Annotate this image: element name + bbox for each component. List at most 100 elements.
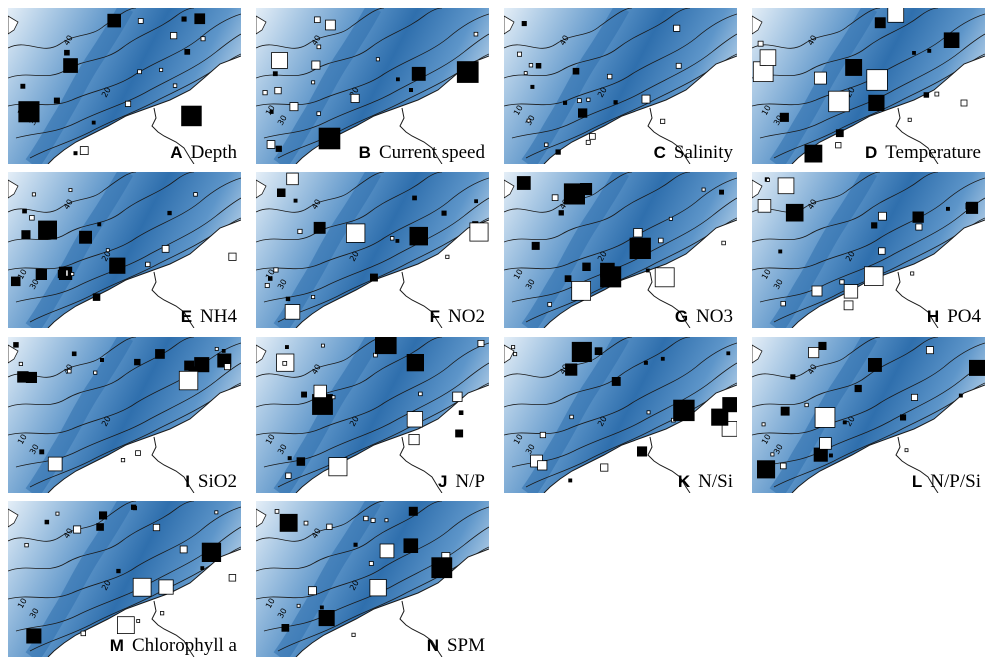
negative-marker xyxy=(878,247,886,255)
contour-label: 20 xyxy=(596,415,609,428)
positive-marker xyxy=(53,97,60,104)
negative-marker xyxy=(839,279,845,285)
depth-contour xyxy=(504,342,737,436)
river xyxy=(151,436,195,493)
negative-marker xyxy=(67,368,72,374)
negative-marker xyxy=(105,248,110,253)
sea-area xyxy=(256,172,489,328)
land-area xyxy=(544,220,737,328)
negative-marker xyxy=(757,40,764,47)
positive-marker xyxy=(558,210,564,216)
negative-marker xyxy=(528,63,534,68)
negative-marker xyxy=(136,619,141,623)
negative-marker xyxy=(313,384,327,399)
negative-marker xyxy=(934,91,940,97)
negative-marker xyxy=(135,450,141,456)
coastline xyxy=(47,548,241,657)
negative-marker xyxy=(262,90,268,96)
positive-marker xyxy=(279,513,298,532)
depth-contour xyxy=(256,506,489,600)
depth-contour xyxy=(8,337,195,408)
negative-marker xyxy=(673,24,681,32)
panel-caption: L N/P/Si xyxy=(912,471,981,493)
contour-label: 20 xyxy=(844,415,857,428)
negative-marker xyxy=(314,16,321,23)
river xyxy=(895,271,939,328)
positive-marker xyxy=(719,189,724,195)
depth-contour xyxy=(256,8,443,79)
negative-marker xyxy=(178,370,199,391)
land-area xyxy=(48,220,241,328)
coastline xyxy=(791,384,985,493)
deep-channel xyxy=(273,172,381,328)
negative-marker xyxy=(516,51,522,57)
panel-letter: L xyxy=(911,472,923,491)
negative-marker xyxy=(363,515,369,522)
negative-marker xyxy=(228,574,237,582)
positive-marker xyxy=(318,610,335,627)
map-panel: 40 30 20 10 M Chlorophyll a xyxy=(8,501,241,657)
negative-marker xyxy=(375,57,380,62)
negative-marker xyxy=(904,448,909,453)
negative-marker xyxy=(273,267,279,273)
positive-marker xyxy=(411,66,426,81)
positive-marker xyxy=(57,269,67,279)
positive-marker xyxy=(39,449,45,455)
negative-marker xyxy=(311,60,321,70)
contour-label: 20 xyxy=(348,579,361,592)
negative-marker xyxy=(887,8,905,23)
positive-marker xyxy=(276,188,286,197)
positive-marker xyxy=(673,399,695,422)
positive-marker xyxy=(726,351,731,356)
negative-marker xyxy=(607,73,613,80)
positive-marker xyxy=(313,221,326,234)
negative-marker xyxy=(539,431,547,439)
positive-marker xyxy=(38,220,58,240)
negative-marker xyxy=(537,460,548,471)
panel-letter: F xyxy=(429,307,441,326)
negative-marker xyxy=(325,19,336,31)
positive-marker xyxy=(711,408,729,426)
negative-marker xyxy=(193,192,198,197)
positive-marker xyxy=(868,357,882,372)
positive-marker xyxy=(835,129,844,138)
positive-marker xyxy=(780,406,790,416)
contour-label: 40 xyxy=(310,527,323,540)
northern-land xyxy=(752,344,763,364)
northern-land xyxy=(752,179,763,199)
depth-contour xyxy=(8,506,241,600)
positive-marker xyxy=(44,519,50,525)
sea-area xyxy=(504,8,737,164)
river xyxy=(399,436,443,493)
panel-variable-name: SiO2 xyxy=(197,471,237,492)
northern-land xyxy=(8,344,19,364)
contour-label: 30 xyxy=(276,443,289,456)
positive-marker xyxy=(200,566,205,570)
negative-marker xyxy=(368,561,374,566)
contour-label: 20 xyxy=(596,86,609,99)
contour-label: 30 xyxy=(276,278,289,291)
panel-variable-name: NO2 xyxy=(448,306,485,327)
positive-marker xyxy=(779,112,789,122)
coastline xyxy=(543,219,737,328)
panel-letter: K xyxy=(677,472,691,491)
map-panel: 40 30 20 10 D Temperature xyxy=(752,8,985,164)
depth-contour xyxy=(8,172,195,243)
positive-marker xyxy=(301,391,307,398)
positive-marker xyxy=(412,195,417,201)
depth-contour xyxy=(511,33,737,139)
positive-marker xyxy=(13,342,19,348)
positive-marker xyxy=(431,557,453,579)
negative-marker xyxy=(418,391,423,397)
positive-marker xyxy=(184,360,195,371)
positive-marker xyxy=(785,203,804,222)
negative-marker xyxy=(777,177,795,195)
contour-label: 10 xyxy=(512,433,525,446)
deep-channel xyxy=(769,8,877,164)
positive-marker xyxy=(945,206,950,211)
